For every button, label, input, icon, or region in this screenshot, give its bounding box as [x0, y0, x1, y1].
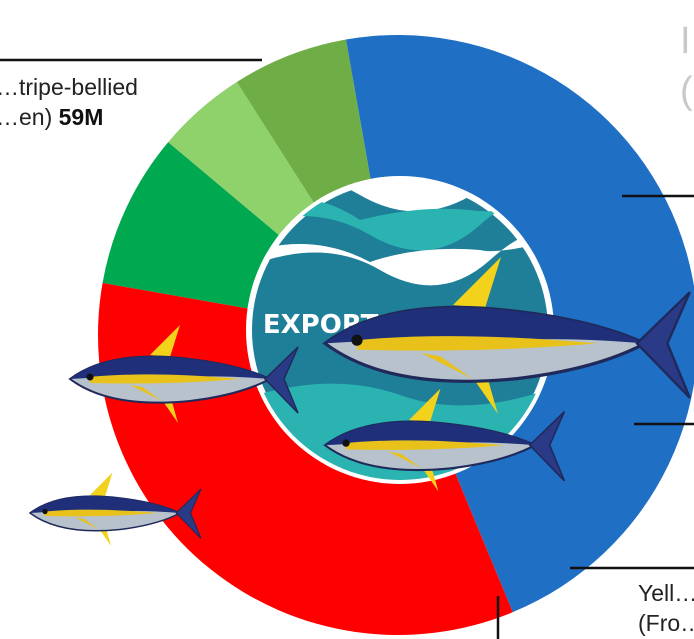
slice-label-yellowfin-line2: (Fro…: [638, 610, 694, 636]
fish-illustrations: [28, 257, 691, 546]
badge-wave-teal: [250, 198, 550, 251]
slice-label-blue: …tripe-bellied …en) 59M: [0, 72, 138, 132]
badge-wave-top: [250, 180, 550, 212]
slice-label-yellowfin-line1: Yell…: [638, 580, 694, 606]
slice-label-blue-line2: …en): [0, 104, 53, 130]
tuna-fish-4: [28, 472, 202, 546]
faded-title-fragment-2: (: [680, 70, 693, 112]
tuna-fish-1: [68, 325, 299, 423]
slice-value-blue: 59M: [58, 104, 104, 130]
badge-wave-white: [250, 233, 550, 286]
tuna-fish-3: [323, 388, 566, 492]
slice-label-blue-line1: …tripe-bellied: [0, 74, 138, 100]
slice-label-yellowfin: Yell… (Fro…: [638, 578, 694, 638]
faded-title-fragment-1: I: [680, 20, 691, 62]
tuna-fish-2: [322, 257, 691, 414]
leader-lines: [0, 58, 694, 639]
